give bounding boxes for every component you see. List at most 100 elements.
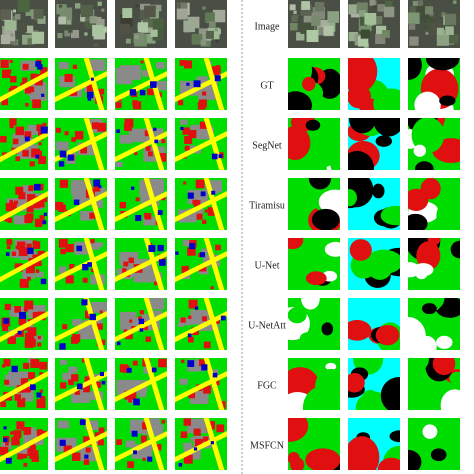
seg-red — [26, 205, 34, 213]
seg-red — [161, 419, 166, 424]
seg-red — [65, 275, 74, 284]
seg-region — [321, 322, 334, 336]
seg-red — [71, 374, 79, 382]
seg-red — [55, 201, 64, 211]
seg-blue — [199, 252, 205, 258]
tile — [175, 358, 227, 410]
seg-gray — [91, 438, 101, 445]
seg-red — [16, 421, 25, 430]
seg-region — [411, 118, 445, 154]
seg-gray — [35, 271, 44, 278]
photo-patch — [0, 9, 12, 20]
photo-patch — [27, 38, 35, 45]
seg-gray — [125, 440, 136, 448]
seg-red — [15, 126, 25, 136]
seg-region — [308, 135, 338, 168]
seg-red — [34, 77, 43, 86]
photo-patch — [445, 26, 454, 35]
seg-region — [288, 125, 311, 161]
seg-blue — [126, 367, 132, 373]
seg-red — [14, 394, 22, 401]
seg-gray — [141, 313, 148, 319]
seg-red — [0, 401, 7, 408]
seg-red — [89, 212, 96, 219]
photo-patch — [150, 29, 158, 37]
seg-gray — [180, 119, 188, 125]
seg-red — [180, 317, 186, 323]
seg-red — [83, 385, 91, 393]
seg-red — [197, 102, 206, 110]
seg-blue — [139, 89, 146, 96]
seg-region — [301, 298, 320, 310]
seg-blue — [37, 64, 43, 70]
seg-road — [203, 58, 225, 110]
seg-blue — [201, 364, 208, 371]
seg-red — [19, 249, 27, 256]
seg-red — [211, 66, 221, 76]
seg-red — [203, 436, 209, 442]
seg-red — [27, 276, 31, 281]
photo-patch — [64, 30, 71, 37]
seg-gray — [146, 424, 164, 436]
seg-region — [432, 358, 456, 376]
photo-patch — [307, 20, 312, 25]
seg-gray — [177, 322, 185, 328]
seg-blue — [180, 126, 184, 131]
photo-patch — [348, 4, 359, 15]
seg-region — [348, 118, 377, 134]
seg-red — [196, 213, 203, 220]
seg-gray — [91, 199, 103, 208]
seg-red — [63, 445, 72, 454]
tile — [348, 238, 400, 290]
seg-region — [288, 307, 307, 324]
seg-region — [349, 239, 372, 261]
tile — [115, 298, 167, 350]
seg-red — [18, 317, 27, 325]
seg-red — [98, 427, 105, 434]
seg-red — [72, 64, 78, 69]
seg-gray — [10, 249, 23, 258]
seg-red — [30, 359, 40, 368]
seg-red — [145, 145, 151, 151]
seg-red — [96, 323, 103, 330]
seg-blue — [5, 252, 10, 256]
seg-road — [0, 311, 48, 343]
tile — [175, 298, 227, 350]
labels: Image GT SegNet Tiramisu U-Net U-NetAtt FGC MSF… — [248, 21, 286, 451]
photo-patch — [101, 8, 105, 12]
seg-red — [214, 379, 220, 386]
tile — [408, 58, 460, 110]
seg-red — [27, 327, 37, 337]
seg-blue — [129, 89, 136, 96]
seg-blue — [67, 154, 74, 161]
seg-red — [30, 73, 37, 80]
tile — [348, 0, 400, 48]
tile — [348, 298, 400, 350]
photo-patch — [301, 1, 311, 10]
seg-road — [203, 178, 225, 230]
seg-gray — [96, 242, 104, 248]
seg-region — [348, 319, 372, 341]
photo-patch — [22, 34, 32, 45]
seg-region — [380, 205, 400, 226]
seg-red — [9, 199, 14, 204]
photo-patch — [152, 29, 164, 41]
seg-red — [193, 428, 201, 436]
seg-red — [10, 85, 18, 93]
seg-blue — [11, 365, 18, 373]
seg-red — [122, 268, 127, 273]
seg-red — [215, 65, 221, 70]
seg-red — [9, 118, 17, 126]
photo-patch — [100, 26, 107, 33]
seg-road — [143, 118, 165, 170]
photo-patch — [17, 0, 30, 13]
photo-patch — [303, 12, 316, 25]
seg-red — [37, 342, 42, 347]
photo-patch — [31, 31, 45, 44]
seg-red — [10, 75, 17, 83]
seg-blue — [211, 190, 216, 195]
seg-red — [24, 87, 31, 94]
photo-patch — [311, 16, 321, 27]
seg-gray — [56, 141, 69, 151]
